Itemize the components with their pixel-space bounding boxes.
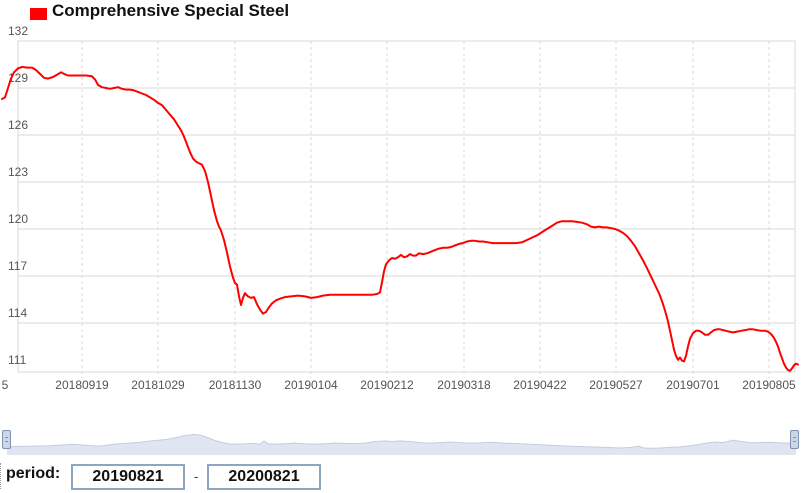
chart-header: Comprehensive Special Steel (0, 0, 803, 26)
plot-border (17, 40, 796, 373)
y-axis-label: 114 (8, 306, 27, 320)
period-label: period: (6, 465, 61, 482)
navigator-area-chart (6, 433, 797, 455)
navigator-right-handle[interactable] (790, 430, 799, 449)
x-axis-label: 20190318 (437, 378, 491, 392)
period-row: period: - (0, 461, 803, 493)
period-end-input[interactable] (207, 464, 321, 490)
navigator-area-outline (6, 433, 797, 449)
x-axis-label: 20190527 (589, 378, 643, 392)
x-axis-label: 20181130 (209, 378, 262, 392)
y-axis-label: 123 (8, 165, 28, 179)
x-axis-label: 20190701 (666, 378, 720, 392)
period-start-input[interactable] (71, 464, 185, 490)
y-axis-label: 111 (8, 353, 27, 367)
x-axis-label: 20190104 (284, 378, 338, 392)
x-axis-label: 20181029 (131, 378, 185, 392)
series-line (1, 65, 799, 372)
y-axis-label: 117 (8, 259, 27, 273)
navigator-left-handle[interactable] (2, 430, 11, 449)
x-axis-label: 5 (2, 378, 9, 392)
chart-title: Comprehensive Special Steel (52, 1, 290, 20)
x-axis-label: 20190805 (742, 378, 796, 392)
period-separator: - (194, 469, 199, 484)
y-axis-label: 120 (8, 212, 28, 226)
y-axis-label: 132 (8, 24, 28, 38)
x-axis-label: 20190422 (513, 378, 567, 392)
x-axis-label: 20180919 (55, 378, 109, 392)
series-legend-swatch[interactable] (30, 8, 47, 20)
x-axis-label: 20190212 (360, 378, 414, 392)
dotted-edge-artifact (0, 463, 1, 489)
y-axis-label: 126 (8, 118, 28, 132)
navigator-area (7, 434, 796, 455)
range-navigator[interactable] (0, 426, 803, 456)
